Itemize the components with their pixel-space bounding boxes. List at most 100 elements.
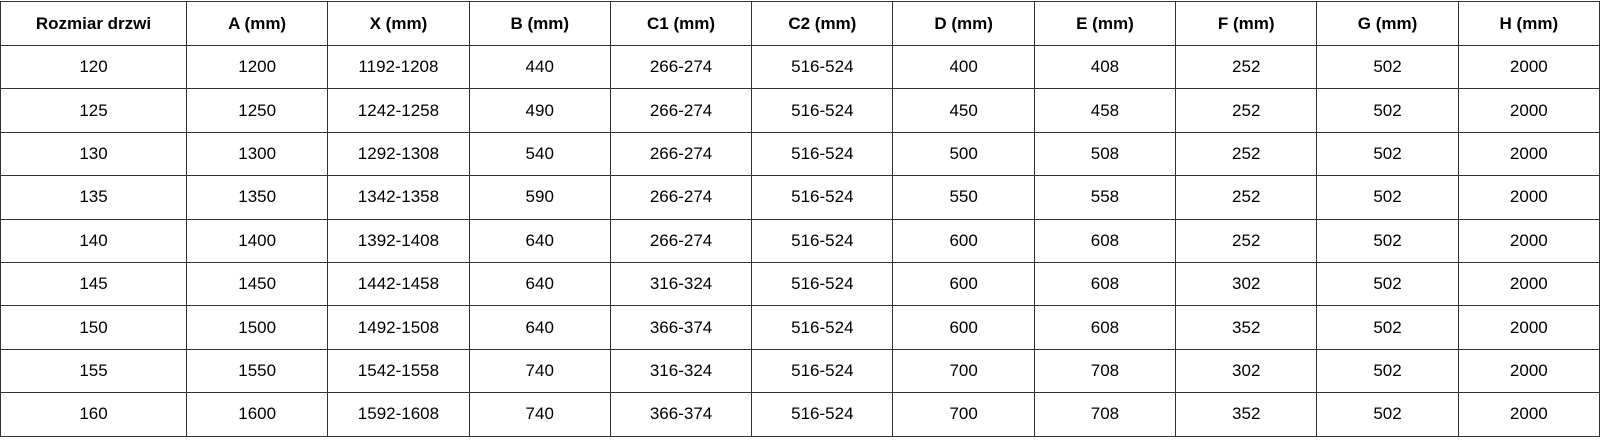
table-cell: 135 bbox=[0, 175, 187, 220]
table-cell: 316-324 bbox=[609, 261, 753, 307]
table-cell: 1192-1208 bbox=[327, 44, 470, 90]
table-row: 135 1350 1342-1358 590 266-274 516-524 550 558 2… bbox=[0, 175, 1600, 220]
table-cell: 145 bbox=[0, 261, 187, 307]
table-cell: 352 bbox=[1175, 392, 1318, 437]
table-cell: 500 bbox=[892, 131, 1035, 177]
table-cell: 1200 bbox=[185, 44, 329, 90]
table-cell: 266-274 bbox=[609, 131, 753, 177]
table-row: 125 1250 1242-1258 490 266-274 516-524 450 458 2… bbox=[0, 88, 1600, 133]
table-cell: 1592-1608 bbox=[327, 392, 470, 437]
table-cell: 266-274 bbox=[609, 218, 753, 263]
table-cell: 150 bbox=[0, 305, 187, 350]
table-cell: 516-524 bbox=[751, 88, 894, 133]
table-row: 150 1500 1492-1508 640 366-374 516-524 600 608 3… bbox=[0, 305, 1600, 350]
table-cell: 2000 bbox=[1457, 348, 1600, 394]
table-cell: 302 bbox=[1175, 348, 1318, 394]
table-cell: 1350 bbox=[185, 175, 329, 220]
table-cell: 502 bbox=[1316, 44, 1459, 90]
table-cell: 502 bbox=[1316, 131, 1459, 177]
column-header: A (mm) bbox=[185, 1, 329, 46]
table-cell: 1550 bbox=[185, 348, 329, 394]
table-cell: 2000 bbox=[1457, 305, 1600, 350]
table-cell: 502 bbox=[1316, 392, 1459, 437]
table-cell: 608 bbox=[1033, 218, 1177, 263]
table-cell: 1342-1358 bbox=[327, 175, 470, 220]
table-row: 145 1450 1442-1458 640 316-324 516-524 600 608 3… bbox=[0, 261, 1600, 307]
table-cell: 502 bbox=[1316, 218, 1459, 263]
column-header: C2 (mm) bbox=[751, 1, 894, 46]
table-cell: 540 bbox=[468, 131, 611, 177]
table-cell: 516-524 bbox=[751, 131, 894, 177]
table-cell: 458 bbox=[1033, 88, 1177, 133]
table-cell: 450 bbox=[892, 88, 1035, 133]
table-cell: 160 bbox=[0, 392, 187, 437]
table-cell: 516-524 bbox=[751, 261, 894, 307]
table-cell: 508 bbox=[1033, 131, 1177, 177]
table-cell: 1600 bbox=[185, 392, 329, 437]
table-cell: 590 bbox=[468, 175, 611, 220]
table-cell: 125 bbox=[0, 88, 187, 133]
table-cell: 516-524 bbox=[751, 348, 894, 394]
table-cell: 2000 bbox=[1457, 44, 1600, 90]
table-cell: 640 bbox=[468, 218, 611, 263]
table-cell: 502 bbox=[1316, 261, 1459, 307]
table-cell: 502 bbox=[1316, 305, 1459, 350]
table-cell: 140 bbox=[0, 218, 187, 263]
table-cell: 640 bbox=[468, 261, 611, 307]
table-cell: 2000 bbox=[1457, 131, 1600, 177]
table-row: 130 1300 1292-1308 540 266-274 516-524 500 508 2… bbox=[0, 131, 1600, 177]
table-cell: 1450 bbox=[185, 261, 329, 307]
table-cell: 2000 bbox=[1457, 88, 1600, 133]
table-row: 155 1550 1542-1558 740 316-324 516-524 700 708 3… bbox=[0, 348, 1600, 394]
table-cell: 608 bbox=[1033, 261, 1177, 307]
table-cell: 2000 bbox=[1457, 175, 1600, 220]
table-cell: 558 bbox=[1033, 175, 1177, 220]
table-cell: 1542-1558 bbox=[327, 348, 470, 394]
table-cell: 700 bbox=[892, 392, 1035, 437]
table-cell: 600 bbox=[892, 261, 1035, 307]
column-header: E (mm) bbox=[1033, 1, 1177, 46]
table-cell: 740 bbox=[468, 392, 611, 437]
table-cell: 1300 bbox=[185, 131, 329, 177]
table-cell: 440 bbox=[468, 44, 611, 90]
dimensions-table: Rozmiar drzwi A (mm) X (mm) B (mm) C1 (mm) C2… bbox=[0, 1, 1600, 437]
table-cell: 502 bbox=[1316, 348, 1459, 394]
table-cell: 400 bbox=[892, 44, 1035, 90]
table-cell: 366-374 bbox=[609, 392, 753, 437]
table-cell: 516-524 bbox=[751, 44, 894, 90]
table-cell: 1250 bbox=[185, 88, 329, 133]
table-cell: 600 bbox=[892, 305, 1035, 350]
table-cell: 2000 bbox=[1457, 261, 1600, 307]
table-cell: 352 bbox=[1175, 305, 1318, 350]
table-cell: 302 bbox=[1175, 261, 1318, 307]
table-cell: 1292-1308 bbox=[327, 131, 470, 177]
column-header: C1 (mm) bbox=[609, 1, 753, 46]
table-cell: 600 bbox=[892, 218, 1035, 263]
table-cell: 502 bbox=[1316, 175, 1459, 220]
table-row: 140 1400 1392-1408 640 266-274 516-524 600 608 2… bbox=[0, 218, 1600, 263]
column-header: B (mm) bbox=[468, 1, 611, 46]
table-row: 120 1200 1192-1208 440 266-274 516-524 400 408 2… bbox=[0, 44, 1600, 90]
table-cell: 1242-1258 bbox=[327, 88, 470, 133]
table-cell: 502 bbox=[1316, 88, 1459, 133]
table-row: 160 1600 1592-1608 740 366-374 516-524 700 708 3… bbox=[0, 392, 1600, 437]
table-cell: 516-524 bbox=[751, 218, 894, 263]
column-header: G (mm) bbox=[1316, 1, 1459, 46]
table-cell: 1492-1508 bbox=[327, 305, 470, 350]
table-cell: 1400 bbox=[185, 218, 329, 263]
table-cell: 516-524 bbox=[751, 305, 894, 350]
table-cell: 316-324 bbox=[609, 348, 753, 394]
table-cell: 252 bbox=[1175, 88, 1318, 133]
table-cell: 1500 bbox=[185, 305, 329, 350]
table-cell: 120 bbox=[0, 44, 187, 90]
column-header: X (mm) bbox=[327, 1, 470, 46]
table-cell: 708 bbox=[1033, 348, 1177, 394]
column-header: Rozmiar drzwi bbox=[0, 1, 187, 46]
table-cell: 516-524 bbox=[751, 392, 894, 437]
table-cell: 608 bbox=[1033, 305, 1177, 350]
table-cell: 1442-1458 bbox=[327, 261, 470, 307]
header-row: Rozmiar drzwi A (mm) X (mm) B (mm) C1 (mm) C2… bbox=[0, 1, 1600, 46]
table-cell: 252 bbox=[1175, 175, 1318, 220]
table-cell: 2000 bbox=[1457, 218, 1600, 263]
table-cell: 550 bbox=[892, 175, 1035, 220]
